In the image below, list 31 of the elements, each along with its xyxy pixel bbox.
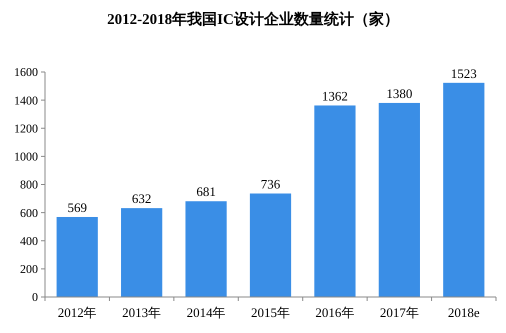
bar — [56, 216, 98, 297]
x-tick-label: 2014年 — [186, 305, 226, 320]
bar — [185, 201, 227, 297]
y-tick-label: 0 — [32, 290, 38, 304]
y-tick-label: 1400 — [14, 93, 38, 108]
y-tick-label: 600 — [20, 206, 38, 220]
y-tick-label: 800 — [20, 178, 38, 192]
data-label: 1523 — [450, 66, 477, 81]
data-label: 569 — [67, 200, 87, 215]
chart-title: 2012-2018年我国IC设计企业数量统计（家） — [107, 10, 399, 28]
data-label: 1380 — [386, 86, 412, 101]
bar — [250, 194, 292, 297]
y-tick-label: 1600 — [14, 65, 38, 80]
data-label: 632 — [132, 191, 152, 206]
y-tick-label: 400 — [20, 234, 38, 248]
x-tick-label: 2015年 — [251, 305, 290, 320]
bar — [443, 82, 484, 297]
data-label: 681 — [196, 184, 216, 200]
x-tick-label: 2017年 — [380, 305, 419, 320]
bar — [314, 105, 356, 297]
y-tick-label: 200 — [20, 262, 38, 276]
y-tick-label: 1200 — [14, 121, 38, 136]
data-label: 1362 — [322, 88, 348, 104]
x-tick-label: 2013年 — [122, 305, 162, 320]
bar — [378, 102, 420, 297]
y-tick-label: 1000 — [14, 150, 38, 164]
x-tick-label: 2016年 — [315, 305, 354, 320]
x-tick-label: 2012年 — [58, 305, 97, 320]
data-label: 736 — [260, 176, 281, 192]
bar — [121, 208, 162, 297]
x-tick-label: 2018e — [448, 305, 480, 320]
